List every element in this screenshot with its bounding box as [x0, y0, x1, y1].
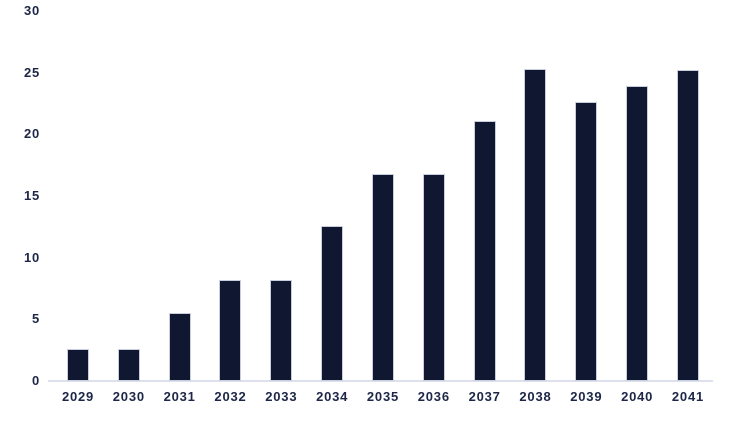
x-axis-tick-label: 2034 — [316, 389, 349, 404]
bar-2041 — [676, 70, 699, 381]
x-axis-tick-label: 2030 — [112, 389, 145, 404]
x-axis-tick-label: 2040 — [621, 389, 654, 404]
bar-2031 — [168, 313, 191, 381]
y-axis-tick-label: 5 — [31, 311, 40, 327]
y-axis-tick-label: 15 — [23, 188, 40, 203]
y-axis-tick-label: 10 — [23, 249, 40, 265]
bar-2038 — [524, 68, 547, 381]
bar-2033 — [270, 279, 293, 381]
bar-2039 — [575, 102, 598, 381]
bar-2040 — [626, 86, 649, 381]
x-axis-tick-label: 2036 — [417, 389, 450, 404]
bar-2030 — [117, 348, 140, 381]
x-axis-tick-label: 2032 — [214, 389, 247, 404]
x-axis-tick-label: 2037 — [468, 389, 501, 404]
x-axis-tick-label: 2038 — [519, 389, 552, 404]
x-axis-tick-label: 2039 — [570, 389, 603, 404]
x-axis-line — [48, 380, 713, 382]
y-axis-tick-label: 30 — [23, 3, 40, 18]
bar-2037 — [473, 120, 496, 381]
y-axis-tick-label: 0 — [31, 373, 40, 388]
x-axis-tick-label: 2031 — [163, 389, 196, 404]
bar-2036 — [422, 173, 445, 381]
y-axis-tick-label: 20 — [23, 126, 40, 142]
y-axis-tick-label: 25 — [23, 64, 40, 80]
bar-2029 — [67, 348, 89, 381]
bar-2035 — [371, 173, 394, 381]
bar-2034 — [321, 225, 344, 381]
x-axis-tick-label: 2029 — [61, 389, 95, 404]
x-axis-tick-label: 2035 — [366, 389, 400, 404]
x-axis-tick-label: 2041 — [671, 389, 705, 404]
bar-2032 — [219, 279, 242, 381]
x-axis-tick-label: 2033 — [265, 389, 298, 404]
